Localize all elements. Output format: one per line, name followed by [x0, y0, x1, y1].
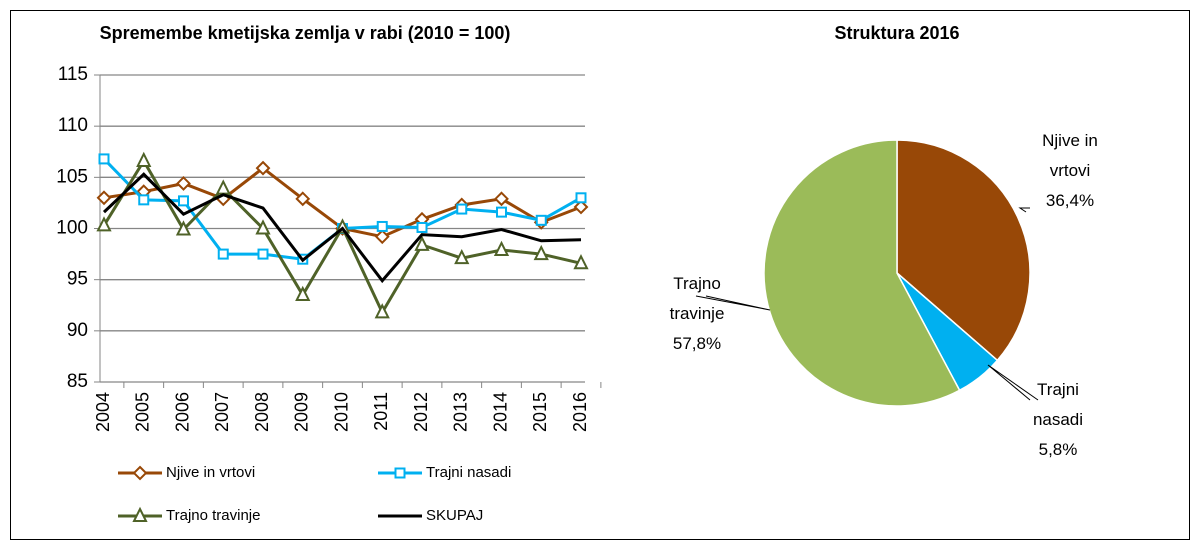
marker: [138, 194, 150, 206]
series-line: [102, 172, 582, 284]
marker: [493, 240, 510, 256]
leader-line: [695, 295, 771, 311]
x-tick-label: 2010: [331, 392, 351, 432]
marker: [414, 235, 430, 251]
marker: [132, 465, 148, 481]
chart-title: Struktura 2016: [834, 23, 959, 43]
marker: [132, 506, 148, 522]
marker: [295, 191, 311, 207]
marker: [394, 467, 406, 479]
marker: [176, 176, 191, 191]
marker: [255, 160, 271, 176]
y-tick-label: 90: [67, 320, 88, 341]
marker: [573, 254, 589, 270]
pie-label: Trajno travinje: [669, 274, 725, 323]
x-tick-label: 2006: [172, 392, 192, 432]
pie-value-label: 5,8%: [1038, 440, 1078, 459]
marker: [96, 190, 112, 206]
y-tick-label: 100: [56, 218, 88, 239]
marker: [178, 195, 189, 207]
marker: [136, 151, 152, 167]
legend-label: Trajni nasadi: [426, 464, 511, 481]
x-tick-label: 2005: [133, 392, 153, 432]
marker: [257, 248, 269, 260]
marker: [217, 248, 229, 260]
legend-label: Trajno travinje: [166, 507, 260, 524]
legend-label: SKUPAJ: [426, 507, 483, 524]
y-tick-label: 95: [67, 269, 88, 290]
x-tick-label: 2008: [252, 392, 272, 432]
marker: [535, 214, 547, 226]
x-tick-label: 2012: [411, 392, 431, 432]
marker: [456, 203, 468, 215]
marker: [374, 229, 390, 245]
pie-label: Trajni nasadi: [1032, 380, 1084, 429]
marker: [374, 303, 390, 319]
x-tick-label: 2014: [490, 392, 510, 432]
marker: [454, 248, 470, 265]
x-tick-label: 2013: [451, 392, 471, 432]
x-tick-label: 2011: [371, 392, 391, 431]
pie-label: Njive in vrtovi: [1042, 131, 1098, 180]
y-tick-label: 115: [58, 64, 88, 85]
leader-line: [1018, 207, 1030, 213]
pie-slice: [896, 139, 1031, 362]
marker: [98, 153, 110, 165]
marker: [376, 220, 388, 232]
x-tick-label: 2015: [530, 392, 550, 432]
legend-label: Njive in vrtovi: [166, 464, 255, 481]
marker: [533, 244, 549, 261]
pie-slice: [763, 139, 961, 407]
marker: [416, 221, 428, 233]
chart-title: Spremembe kmetijska zemlja v rabi (2010 …: [100, 23, 511, 43]
marker: [295, 285, 311, 302]
y-tick-label: 105: [56, 166, 88, 187]
leader-line: [987, 364, 1039, 401]
marker: [175, 220, 192, 236]
marker: [496, 206, 507, 218]
pie-value-label: 36,4%: [1045, 191, 1095, 210]
x-tick-label: 2004: [93, 392, 113, 432]
marker: [255, 219, 271, 235]
marker: [573, 199, 589, 215]
x-tick-label: 2007: [212, 392, 232, 432]
y-tick-label: 110: [58, 115, 88, 136]
marker: [96, 216, 112, 232]
marker: [575, 192, 587, 204]
x-tick-label: 2016: [570, 392, 590, 432]
marker: [494, 191, 509, 207]
y-tick-label: 85: [67, 371, 88, 392]
pie-value-label: 57,8%: [672, 334, 722, 353]
x-tick-label: 2009: [292, 392, 312, 432]
